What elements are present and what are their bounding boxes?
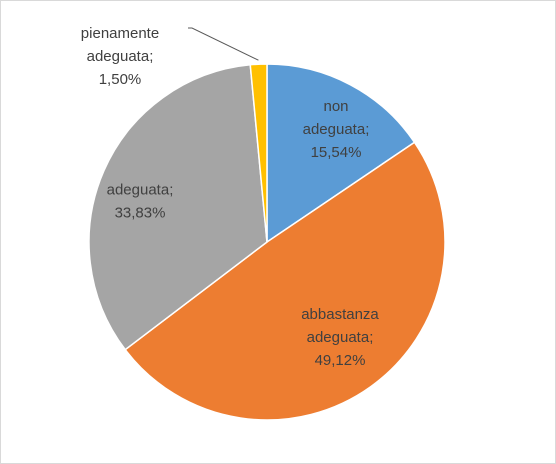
data-label-category: pienamente adeguata [81,25,159,65]
pie-slice [249,63,268,243]
pie-slice [88,63,268,351]
data-label-value: 49,12% [315,352,366,369]
data-label-category: adeguata [107,181,170,198]
data-label-category: abbastanza adeguata [301,306,379,346]
data-label-value: 33,83% [115,204,166,221]
data-label-category: non adeguata [303,98,366,138]
data-label-separator: ; [169,181,173,198]
data-label-value: 15,54% [311,144,362,161]
data-label-separator: ; [369,329,373,346]
data-label-separator: ; [149,48,153,65]
data-label-separator: ; [365,121,369,138]
pie-slice [266,63,416,244]
leader-line [188,27,259,61]
data-label-value: 1,50% [99,71,142,88]
pie-slice [124,141,446,421]
